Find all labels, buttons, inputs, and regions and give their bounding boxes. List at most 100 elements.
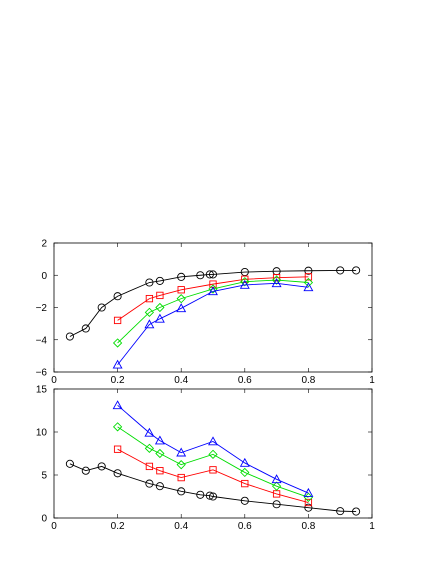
data-point-square [241,479,249,488]
series-line-circle [69,463,357,512]
data-point-circle [81,324,90,333]
x-tick-label: 0 [51,521,57,532]
data-point-square [177,286,185,294]
series-triangle [112,278,314,369]
top-panel: 0 0.2 0.4 0.6 0.8 1 −6 −4 −2 0 2 [36,239,376,387]
x-tick-label: 0.2 [111,375,125,386]
data-point-circle [177,272,186,281]
data-point-circle [155,482,164,491]
data-point-circle [196,271,205,280]
data-point-diamond [271,481,282,491]
data-point-circle [304,503,313,512]
data-point-circle [113,292,122,301]
data-point-circle [113,469,122,478]
data-point-diamond [144,443,155,453]
x-tick-label: 0 [51,375,57,386]
data-point-triangle [208,436,218,446]
data-point-triangle [239,457,250,467]
data-point-diamond [240,467,250,478]
data-point-circle [240,267,249,277]
y-tick-label: −2 [36,303,48,314]
series-square [113,445,313,507]
data-point-diamond [112,422,123,432]
data-point-circle [352,266,361,275]
data-point-triangle [154,313,165,323]
data-point-diamond [208,449,218,459]
data-point-diamond [144,307,155,317]
data-point-square [145,462,154,471]
data-point-circle [336,266,345,275]
data-point-square [156,291,164,300]
x-tick-label: 1 [369,521,375,532]
data-point-circle [205,491,214,500]
x-tick-label: 0.6 [238,521,252,532]
data-point-circle [145,278,154,287]
data-point-triangle [144,319,155,329]
data-point-square [272,274,281,282]
y-tick-label: 0 [41,514,47,525]
x-tick-label: 0.4 [174,375,188,386]
series-line-circle [69,269,357,337]
y-tick-label: 0 [41,271,47,282]
data-point-circle [240,496,249,505]
y-tick-label: −6 [36,368,48,379]
data-point-circle [205,270,214,279]
data-point-square [177,473,185,482]
data-point-triangle [112,400,123,410]
data-point-square [304,273,313,281]
data-point-square [113,316,122,325]
data-point-circle [208,492,218,501]
series-diamond [112,275,314,348]
data-point-triangle [154,435,165,445]
data-point-circle [97,303,106,312]
series-line-diamond [117,426,309,498]
data-point-square [113,445,122,453]
data-point-square [145,294,154,303]
data-point-diamond [155,302,165,313]
x-tick-label: 0.6 [238,375,252,386]
x-tick-label: 1 [369,375,375,386]
x-tick-label: 0.8 [301,375,315,386]
series-line-diamond [117,279,309,344]
data-point-diamond [208,284,218,294]
data-point-circle [155,276,164,285]
series-triangle [112,400,314,497]
series-square [113,273,313,325]
data-point-circle [336,507,345,516]
data-point-circle [196,490,205,499]
data-point-circle [304,266,313,275]
data-point-diamond [112,338,123,348]
x-tick-label: 0.4 [174,521,188,532]
data-point-diamond [303,277,314,288]
data-point-circle [81,466,90,475]
data-point-diamond [155,448,165,459]
data-point-diamond [176,293,186,304]
series-line-triangle [117,404,309,494]
y-tick-label: 10 [36,428,48,439]
data-point-triangle [176,303,187,313]
series-line-square [117,276,309,321]
data-point-triangle [112,359,123,369]
data-point-triangle [176,447,187,457]
data-point-circle [208,270,218,279]
data-point-diamond [176,460,186,470]
data-point-triangle [303,487,314,497]
data-point-square [241,275,249,283]
data-point-circle [145,479,154,488]
data-point-circle [97,462,106,471]
series-diamond [112,422,314,502]
data-point-diamond [240,277,250,287]
x-tick-label: 0.8 [301,521,315,532]
series-circle [65,266,361,341]
y-tick-label: −4 [36,335,48,346]
data-point-circle [65,332,74,341]
data-point-triangle [239,279,250,289]
data-point-triangle [144,427,155,437]
series-line-square [117,448,309,503]
data-point-triangle [271,278,282,288]
x-tick-label: 0.2 [111,521,125,532]
data-point-square [209,466,217,474]
data-point-circle [272,500,281,509]
